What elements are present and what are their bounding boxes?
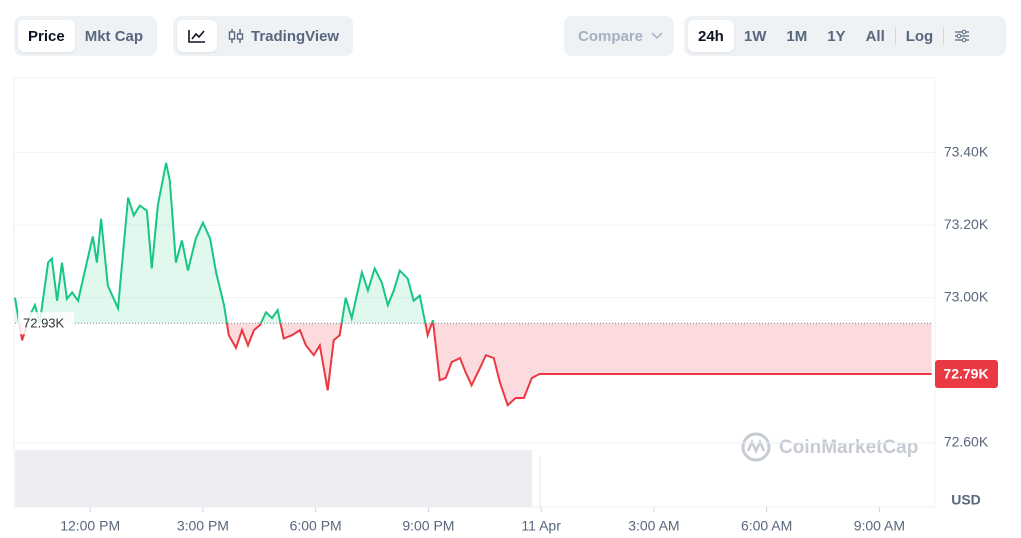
- text: Compare: [578, 27, 644, 45]
- view-tabs: Price Mkt Cap: [14, 16, 158, 56]
- y-tick-label: 73.40K: [944, 143, 989, 159]
- tab[interactable]: 24h: [688, 20, 734, 52]
- x-tick-label: 9:00 PM: [402, 518, 454, 534]
- tab[interactable]: TradingView: [217, 20, 349, 52]
- currency: USD: [951, 492, 981, 508]
- chart-tabs: TradingView: [173, 16, 354, 56]
- reference-label-bg: [18, 312, 74, 335]
- x-tick-label: 12:00 PM: [60, 518, 120, 534]
- tab[interactable]: 1M: [786, 27, 808, 45]
- tab[interactable]: All: [865, 27, 885, 45]
- watermark: CoinMarketCap: [741, 432, 918, 462]
- x-tick-label: 6:00 AM: [741, 518, 792, 534]
- icon: [955, 29, 970, 43]
- tab[interactable]: Price: [18, 20, 75, 52]
- y-tick-label: 72.60K: [944, 434, 989, 450]
- divider: [943, 27, 945, 45]
- x-tick-label: 9:00 AM: [854, 518, 905, 534]
- icon: [651, 32, 663, 40]
- settings[interactable]: [944, 20, 980, 52]
- compare[interactable]: Compare: [564, 16, 674, 56]
- area-down: [15, 323, 932, 406]
- x-tick-label: 3:00 AM: [628, 518, 679, 534]
- label: TradingView: [251, 27, 340, 45]
- area-up: [15, 162, 434, 324]
- icon: [188, 30, 205, 43]
- tab[interactable]: 1Y: [827, 27, 846, 45]
- plot-frame: [13, 77, 936, 508]
- line-icon[interactable]: [177, 20, 217, 52]
- line-up: [14, 162, 435, 324]
- icon: [228, 29, 244, 43]
- divider: [894, 27, 896, 45]
- watermark-text: CoinMarketCap: [779, 437, 918, 458]
- reference-label: 72.93K: [23, 316, 65, 331]
- x-tick-label: 3:00 PM: [177, 518, 229, 534]
- x-tick-label: 6:00 PM: [290, 518, 342, 534]
- y-tick-label: 73.00K: [944, 289, 989, 305]
- tab[interactable]: Log: [905, 27, 934, 45]
- range-tabs: 24h 1W 1M 1Y All Log: [684, 16, 1006, 56]
- tab[interactable]: Mkt Cap: [84, 27, 144, 45]
- x-tick-label: 11 Apr: [521, 518, 561, 534]
- line-down: [18, 323, 932, 407]
- tab[interactable]: 1W: [743, 27, 767, 45]
- current-label-bg: [935, 360, 998, 389]
- volume-area: [15, 450, 532, 507]
- label: Compare: [568, 20, 673, 52]
- y-tick-label: 73.20K: [944, 216, 989, 232]
- current-label: 72.79K: [943, 366, 988, 382]
